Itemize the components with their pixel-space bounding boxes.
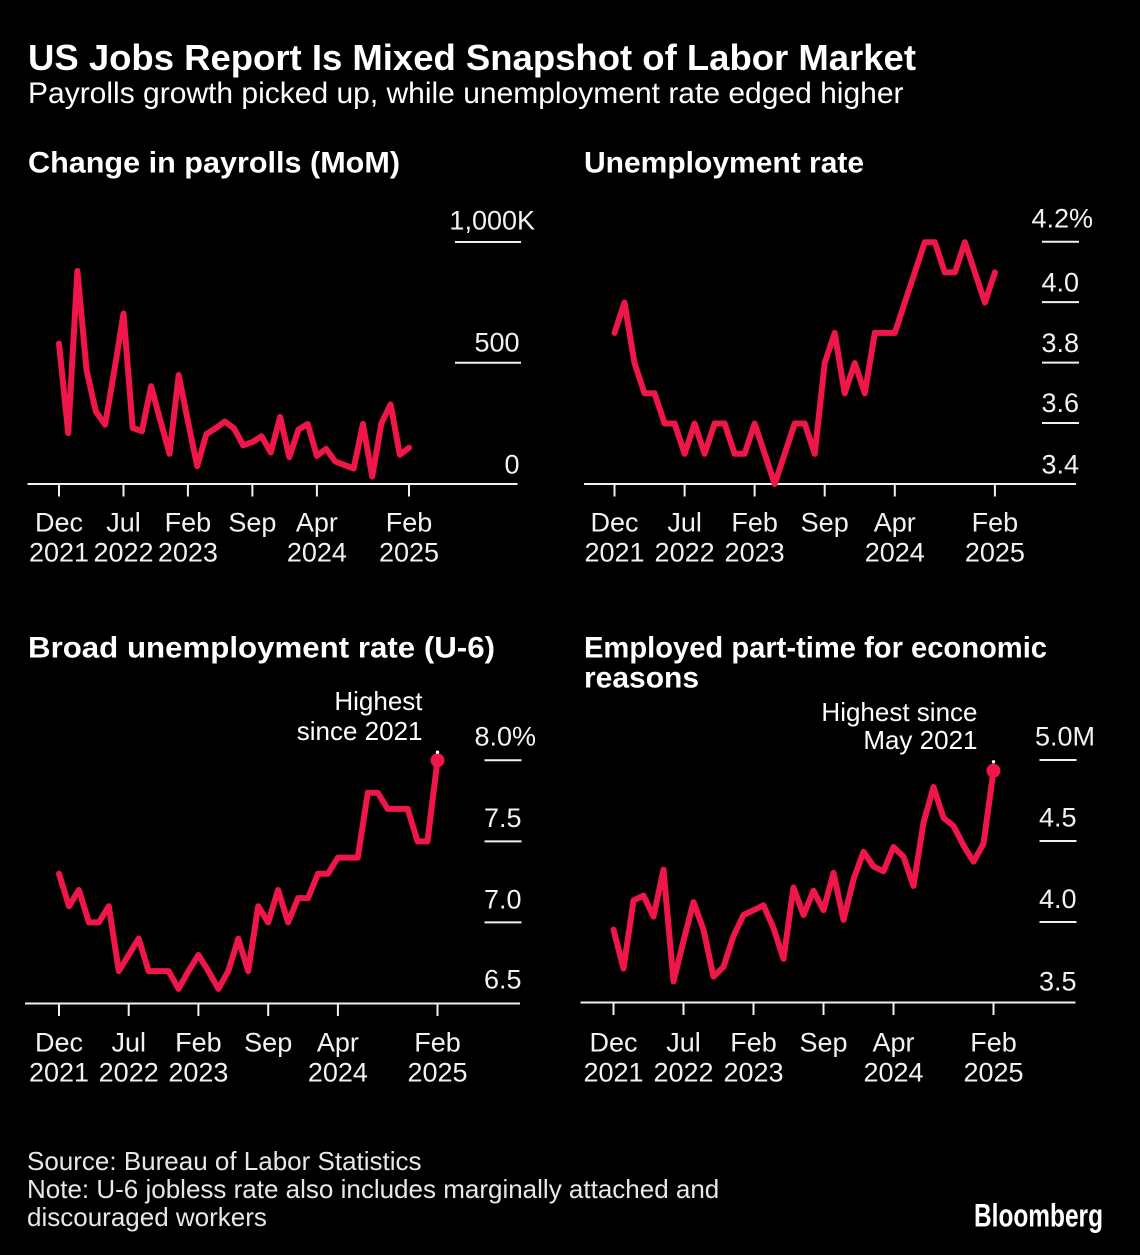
svg-text:3.8: 3.8 <box>1041 328 1079 358</box>
svg-text:Sep: Sep <box>228 508 276 538</box>
svg-text:Sep: Sep <box>244 1028 292 1058</box>
svg-text:May 2021: May 2021 <box>863 725 977 755</box>
svg-text:US Jobs Report Is Mixed Snapsh: US Jobs Report Is Mixed Snapshot of Labo… <box>28 37 916 78</box>
svg-text:Feb: Feb <box>175 1028 222 1058</box>
svg-text:500: 500 <box>474 328 519 358</box>
svg-text:Feb: Feb <box>731 508 778 538</box>
svg-text:2021: 2021 <box>29 1058 89 1088</box>
svg-text:6.5: 6.5 <box>484 965 522 995</box>
svg-text:reasons: reasons <box>584 662 699 695</box>
svg-text:Jul: Jul <box>667 508 702 538</box>
svg-text:2022: 2022 <box>653 1058 713 1088</box>
svg-text:1,000K: 1,000K <box>449 206 535 236</box>
svg-text:Dec: Dec <box>589 1028 637 1058</box>
svg-text:Apr: Apr <box>872 1028 914 1058</box>
svg-text:2025: 2025 <box>965 538 1025 568</box>
svg-text:4.0: 4.0 <box>1041 268 1079 298</box>
svg-text:2021: 2021 <box>29 538 89 568</box>
svg-text:Feb: Feb <box>165 508 212 538</box>
svg-text:2025: 2025 <box>379 538 439 568</box>
svg-text:2022: 2022 <box>99 1058 159 1088</box>
svg-text:Jul: Jul <box>111 1028 146 1058</box>
svg-text:2023: 2023 <box>725 538 785 568</box>
svg-text:0: 0 <box>504 450 519 480</box>
svg-text:2024: 2024 <box>308 1058 368 1088</box>
svg-text:Feb: Feb <box>414 1028 461 1058</box>
svg-text:2022: 2022 <box>93 538 153 568</box>
svg-text:5.0M: 5.0M <box>1035 722 1095 752</box>
svg-text:since 2021: since 2021 <box>297 716 423 746</box>
svg-text:7.5: 7.5 <box>484 803 522 833</box>
svg-text:Unemployment rate: Unemployment rate <box>584 147 864 180</box>
svg-text:Source: Bureau of Labor Statis: Source: Bureau of Labor Statistics <box>27 1146 422 1176</box>
svg-text:Feb: Feb <box>970 1028 1017 1058</box>
svg-text:Note: U-6 jobless rate also in: Note: U-6 jobless rate also includes mar… <box>27 1174 719 1204</box>
svg-text:2022: 2022 <box>655 538 715 568</box>
svg-text:2024: 2024 <box>287 538 347 568</box>
svg-text:Dec: Dec <box>590 508 638 538</box>
svg-text:Bloomberg: Bloomberg <box>974 1198 1103 1234</box>
svg-text:Highest: Highest <box>334 686 423 716</box>
svg-text:2024: 2024 <box>863 1058 923 1088</box>
svg-text:Broad unemployment rate (U-6): Broad unemployment rate (U-6) <box>28 632 495 665</box>
svg-text:4.2%: 4.2% <box>1031 204 1093 234</box>
svg-text:2021: 2021 <box>584 538 644 568</box>
svg-text:Dec: Dec <box>35 1028 83 1058</box>
svg-text:Payrolls growth picked up, whi: Payrolls growth picked up, while unemplo… <box>28 77 904 110</box>
svg-text:3.6: 3.6 <box>1041 388 1079 418</box>
svg-text:2024: 2024 <box>865 538 925 568</box>
svg-text:Jul: Jul <box>106 508 141 538</box>
svg-text:3.4: 3.4 <box>1041 450 1079 480</box>
svg-text:Jul: Jul <box>666 1028 701 1058</box>
svg-text:3.5: 3.5 <box>1039 967 1077 997</box>
svg-text:2025: 2025 <box>963 1058 1023 1088</box>
svg-text:Feb: Feb <box>730 1028 777 1058</box>
svg-text:2021: 2021 <box>583 1058 643 1088</box>
svg-text:2023: 2023 <box>168 1058 228 1088</box>
svg-text:7.0: 7.0 <box>484 884 522 914</box>
svg-text:Sep: Sep <box>801 508 849 538</box>
svg-text:Sep: Sep <box>799 1028 847 1058</box>
svg-text:2025: 2025 <box>407 1058 467 1088</box>
svg-text:Feb: Feb <box>972 508 1019 538</box>
svg-text:Feb: Feb <box>386 508 433 538</box>
svg-text:2023: 2023 <box>723 1058 783 1088</box>
svg-text:discouraged workers: discouraged workers <box>27 1202 267 1232</box>
svg-text:2023: 2023 <box>158 538 218 568</box>
svg-text:Highest since: Highest since <box>821 697 977 727</box>
svg-text:Employed part-time for economi: Employed part-time for economic <box>584 632 1047 665</box>
svg-text:Apr: Apr <box>874 508 916 538</box>
svg-text:Dec: Dec <box>35 508 83 538</box>
svg-text:Change in payrolls (MoM): Change in payrolls (MoM) <box>28 147 400 180</box>
svg-text:Apr: Apr <box>296 508 338 538</box>
svg-text:4.0: 4.0 <box>1039 884 1077 914</box>
svg-text:8.0%: 8.0% <box>474 722 536 752</box>
svg-text:Apr: Apr <box>317 1028 359 1058</box>
svg-text:4.5: 4.5 <box>1039 803 1077 833</box>
